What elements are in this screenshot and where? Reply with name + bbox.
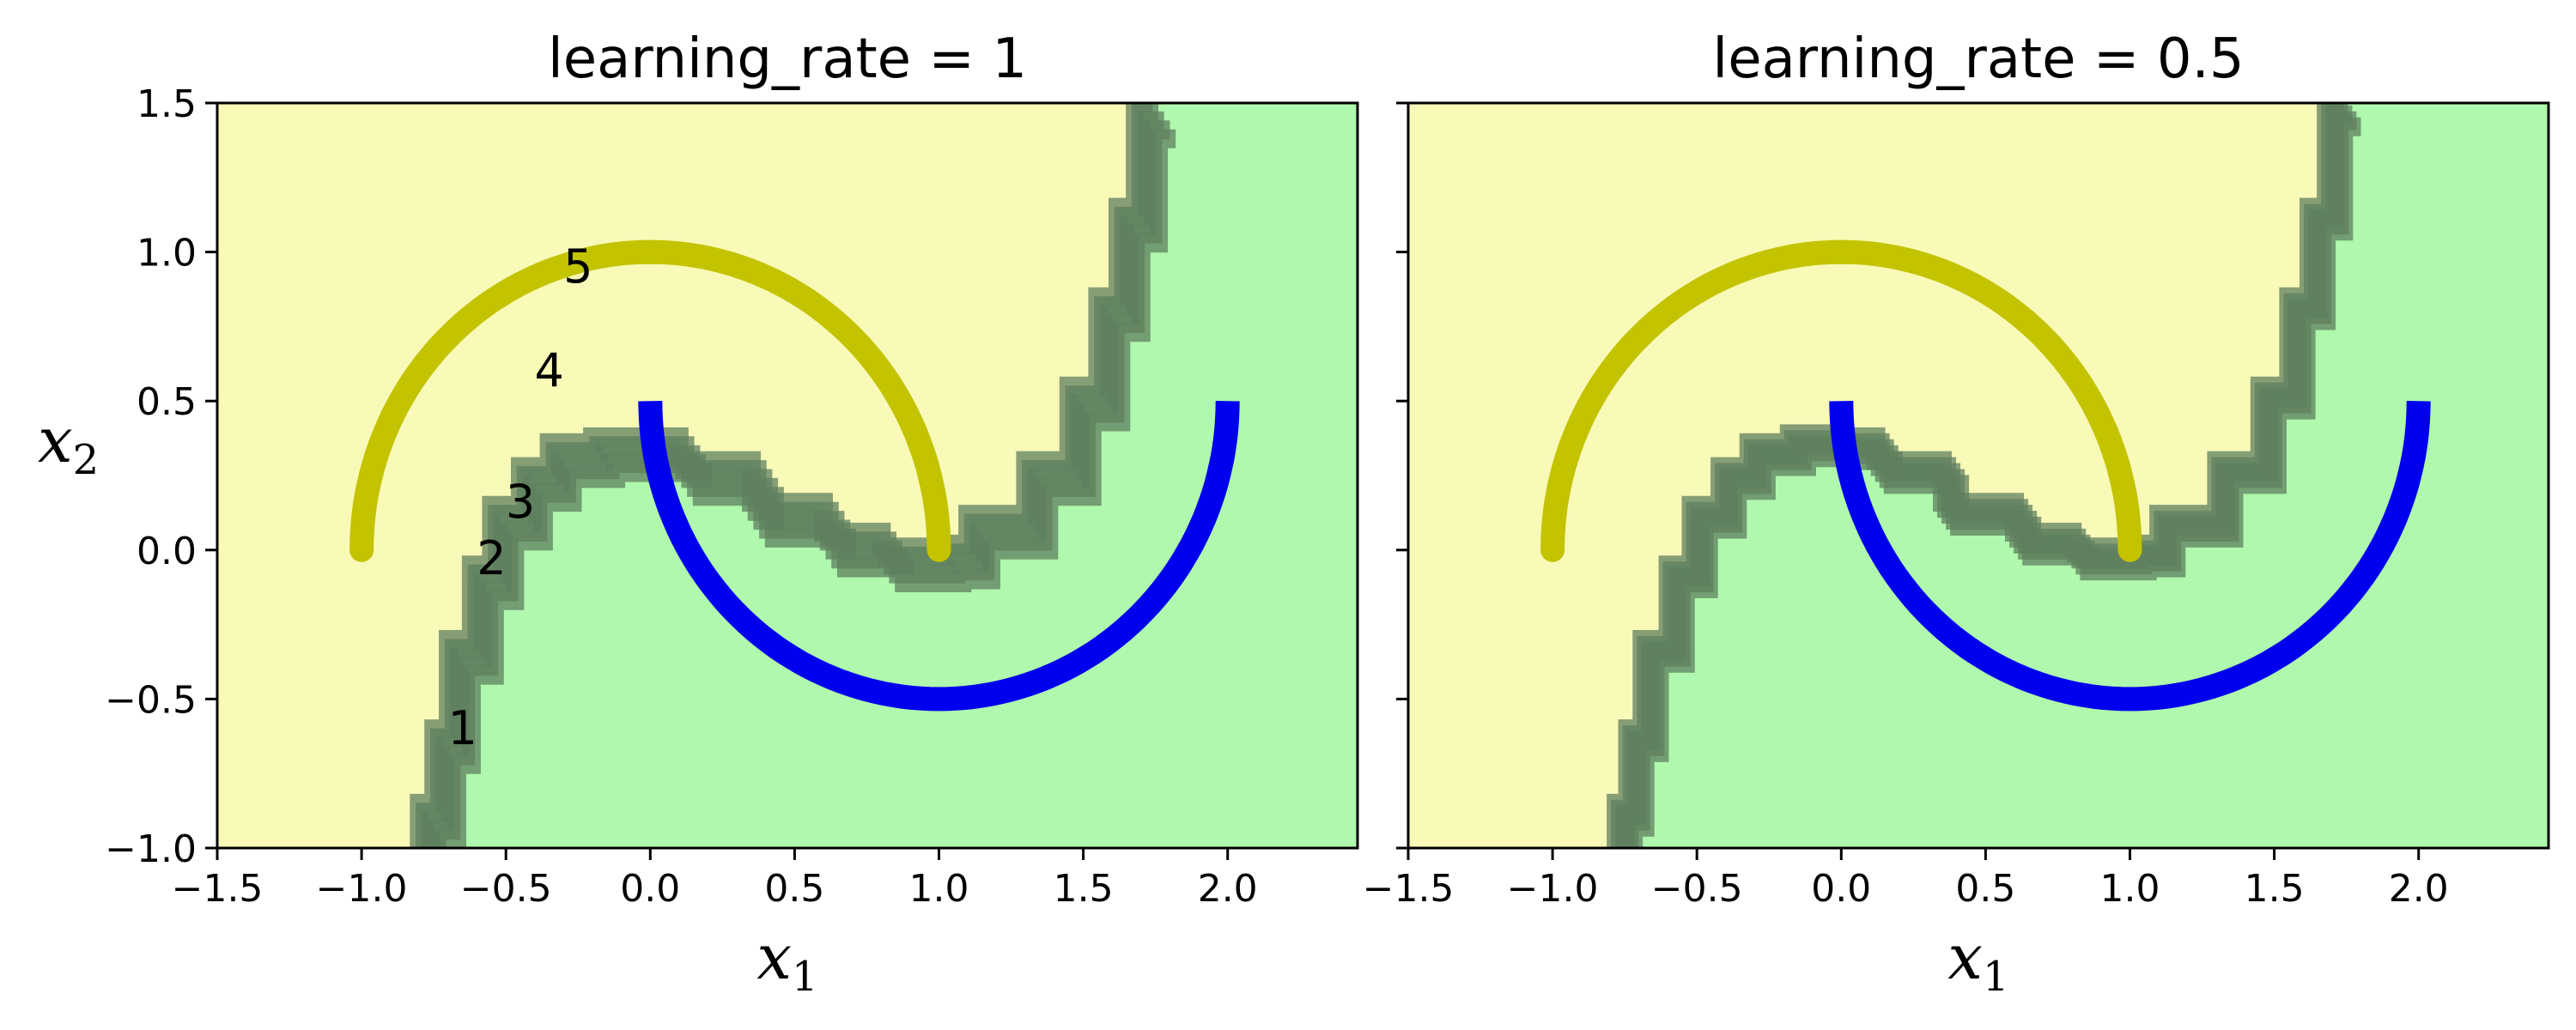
x-axis-ticks: −1.5 −1.0 −0.5 0.0 0.5 1.0 1.5 2.0 [172, 848, 1258, 911]
boundary-label-3: 3 [506, 475, 535, 529]
x-axis-ticks: −1.5 −1.0 −0.5 0.0 0.5 1.0 1.5 2.0 [1363, 848, 2449, 911]
y-axis-ticks [1396, 101, 1408, 850]
x-tick-label: 1.5 [1054, 867, 1114, 911]
boundary-annotations: 1 23 45 [448, 239, 593, 755]
lower-moon-data [1829, 400, 2431, 712]
class0-region [217, 103, 1153, 848]
x-tick-label: −0.5 [460, 867, 552, 911]
y-tick-label: 1.0 [137, 232, 197, 276]
x-axis-label: x1 [756, 921, 817, 1001]
x-tick-label: 0.0 [1811, 867, 1871, 911]
x-tick-label: 2.0 [1198, 867, 1258, 911]
x-tick-label: −1.0 [1507, 867, 1599, 911]
x-tick-label: 0.0 [620, 867, 680, 911]
x-tick-label: 2.0 [2389, 867, 2449, 911]
x-tick-label: −0.5 [1651, 867, 1743, 911]
boundary-label-4: 4 [534, 343, 563, 397]
y-axis-label: x2 [38, 404, 99, 484]
upper-moon-data [349, 239, 951, 562]
x-tick-label: −1.5 [1363, 867, 1455, 911]
boundary-label-2: 2 [477, 531, 506, 585]
boundary-label-5: 5 [563, 239, 592, 294]
y-tick-label: 0.0 [137, 530, 197, 573]
x-axis-label: x1 [1947, 921, 2008, 1001]
upper-moon-data [1540, 239, 2142, 562]
lower-moon-data [638, 400, 1240, 712]
subplot-learning-rate-0-5: learning_rate = 0.5 −1.5 −1.0 −0.5 0.0 0.5 1.… [1363, 27, 2550, 1001]
boundary-label-1: 1 [448, 701, 477, 755]
decision-boundaries [1607, 103, 2361, 848]
axes-frame [1406, 101, 2550, 850]
y-axis-ticks: −1.0 −0.5 0.0 0.5 1.0 1.5 [105, 82, 217, 871]
axes-frame [216, 101, 1359, 850]
x-tick-label: 1.5 [2245, 867, 2305, 911]
subplot-title: learning_rate = 1 [548, 27, 1027, 91]
decision-boundary-5 [1624, 117, 2361, 848]
y-tick-label: 1.5 [137, 82, 197, 126]
x-tick-label: 1.0 [2100, 867, 2160, 911]
subplot-title: learning_rate = 0.5 [1712, 27, 2244, 91]
x-tick-label: 1.0 [909, 867, 969, 911]
x-tick-label: 0.5 [764, 867, 824, 911]
subplot-learning-rate-1: learning_rate = 1 −1.5 −1.0 −0.5 0.0 0.5 1.0 1… [38, 27, 1359, 1001]
y-tick-label: 0.5 [137, 380, 197, 424]
x-tick-label: −1.0 [316, 867, 408, 911]
y-tick-label: −0.5 [105, 678, 197, 722]
x-tick-label: 0.5 [1955, 867, 2015, 911]
x-tick-label: −1.5 [172, 867, 264, 911]
decision-boundary-5 [433, 129, 1176, 848]
decision-boundaries [410, 103, 1176, 848]
class0-region [1408, 103, 2344, 848]
y-tick-label: −1.0 [105, 827, 197, 871]
